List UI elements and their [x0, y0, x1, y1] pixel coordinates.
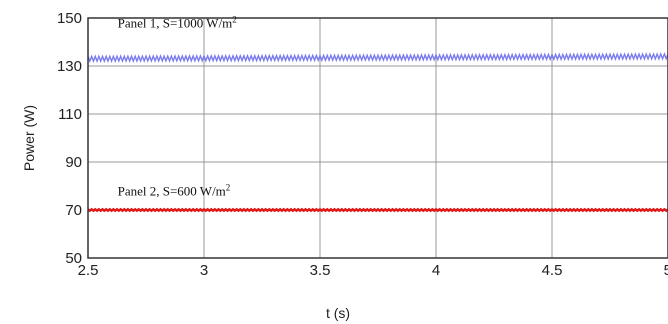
x-tick-label: 3: [200, 262, 208, 279]
x-tick-label: 4.5: [542, 262, 563, 279]
y-axis-label: Power (W): [21, 105, 37, 171]
series-annotation: Panel 2, S=600 W/m2: [118, 183, 231, 199]
x-axis-label: t (s): [326, 305, 350, 321]
series-line-panel-2: [87, 207, 668, 213]
series-annotation: Panel 1, S=1000 W/m2: [118, 15, 237, 31]
tick-labels: 50 70 90 110 130 150 2.5 3 3.5 4 4.5 5: [57, 10, 668, 279]
grid: [88, 18, 668, 258]
x-tick-label: 2.5: [78, 262, 99, 279]
plot-frame: [87, 17, 668, 259]
y-tick-label: 130: [57, 58, 82, 75]
x-tick-label: 5: [664, 262, 668, 279]
y-tick-label: 50: [65, 250, 82, 267]
annotations: Panel 1, S=1000 W/m2 Panel 2, S=600 W/m2: [118, 15, 237, 199]
y-tick-label: 110: [58, 106, 82, 123]
x-tick-label: 3.5: [310, 262, 331, 279]
series-line-panel-1: [87, 52, 668, 64]
y-tick-label: 90: [65, 154, 82, 171]
x-tick-label: 4: [432, 262, 440, 279]
y-tick-label: 150: [57, 10, 82, 27]
y-tick-label: 70: [65, 202, 82, 219]
series-group: [87, 52, 668, 213]
